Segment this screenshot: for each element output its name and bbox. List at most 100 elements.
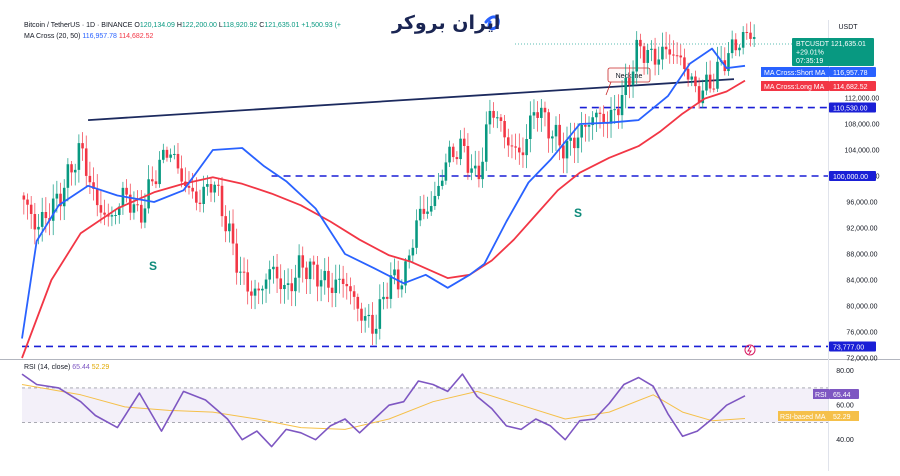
- candle-body: [701, 90, 705, 104]
- level-tag-1-text: 110,530.00: [833, 106, 868, 113]
- rsi-ma-value-tag[interactable]: [829, 411, 859, 421]
- candle-body: [745, 32, 749, 34]
- candle-body: [158, 159, 161, 185]
- level-tag-3[interactable]: [829, 341, 876, 352]
- rsi-name-text: RSI: [815, 392, 827, 399]
- candle-body: [444, 162, 448, 181]
- rsi-ma-line: [21, 384, 746, 430]
- candle-body: [191, 187, 194, 192]
- candle-body: [246, 272, 249, 292]
- candle-body: [620, 95, 624, 116]
- candle-body: [730, 39, 734, 54]
- ma-long-value: 114,682.52: [118, 33, 154, 40]
- candle-body: [473, 165, 477, 169]
- rsi-value-tag[interactable]: [829, 389, 859, 399]
- candle-body: [536, 112, 539, 118]
- candle-body: [734, 39, 738, 51]
- candle-body: [650, 48, 653, 50]
- candle-body: [411, 247, 415, 256]
- y-tick-label: 104,000.00: [844, 148, 879, 155]
- candle-body: [521, 152, 525, 156]
- candle-body: [418, 208, 422, 221]
- open-label: O: [134, 22, 140, 29]
- candle-body: [330, 287, 334, 293]
- candle-body: [554, 124, 558, 137]
- candle-body: [103, 212, 106, 215]
- candle-body: [235, 243, 238, 273]
- rsi-tick-label: 80.00: [836, 368, 854, 375]
- candle-body: [576, 137, 580, 149]
- candle-body: [712, 88, 716, 90]
- candle-body: [595, 112, 598, 118]
- candle-body: [565, 140, 569, 159]
- candle-body: [301, 255, 305, 268]
- candle-body: [415, 220, 418, 248]
- short-ma-name-tag: [761, 67, 829, 77]
- ma-short-line: [21, 47, 746, 339]
- candle-body: [180, 168, 183, 182]
- candle-body: [217, 184, 220, 186]
- candle-body: [341, 278, 345, 284]
- candle-body: [169, 154, 172, 158]
- candle-body: [33, 213, 37, 230]
- low-label: L: [218, 22, 223, 29]
- ma-long-line: [21, 79, 746, 359]
- brand-logo: ایران بروکر: [392, 12, 500, 34]
- candle-body: [125, 187, 128, 195]
- candle-body: [664, 46, 668, 50]
- candle-body: [451, 146, 455, 158]
- low-value: 118,920.92: [222, 22, 258, 29]
- candle-body: [66, 164, 70, 188]
- candle-body: [261, 288, 264, 291]
- candle-body: [220, 185, 224, 217]
- alert-icon[interactable]: [744, 344, 756, 356]
- candle-body: [371, 314, 374, 334]
- candle-body: [440, 180, 444, 186]
- last-price-tag-text: +29.01%: [796, 50, 824, 57]
- candle-body: [319, 280, 323, 287]
- candle-body: [136, 204, 139, 206]
- candle-body: [404, 261, 407, 286]
- rsi-ma-name-text: RSI-based MA: [780, 414, 826, 421]
- candle-body: [173, 153, 176, 155]
- candle-body: [495, 117, 499, 119]
- ma-indicator-label[interactable]: MA Cross (20, 50): [24, 33, 81, 40]
- candle-body: [697, 86, 701, 104]
- candle-body: [400, 285, 404, 290]
- rsi-indicator-label[interactable]: RSI (14, close): [24, 364, 71, 371]
- candle-body: [213, 184, 216, 193]
- candle-body: [573, 137, 576, 149]
- candle-body: [675, 55, 679, 57]
- neckline-trendline[interactable]: [88, 78, 735, 121]
- short-ma-price-tag[interactable]: [829, 67, 876, 77]
- candle-body: [551, 136, 554, 139]
- candle-body: [228, 223, 231, 232]
- candle-body: [529, 115, 532, 139]
- candle-body: [558, 124, 561, 146]
- candle-body: [110, 215, 114, 217]
- last-price-tag[interactable]: [792, 38, 874, 66]
- level-tag-2[interactable]: [829, 171, 876, 181]
- candle-body: [716, 61, 719, 89]
- candle-body: [40, 212, 44, 227]
- candle-body: [356, 296, 360, 309]
- candle-body: [198, 202, 202, 205]
- candle-body: [202, 186, 205, 205]
- candle-body: [727, 53, 730, 72]
- long-ma-price-tag[interactable]: [829, 81, 876, 91]
- candle-body: [569, 137, 572, 141]
- short-ma-name-text: MA Cross:Short MA: [764, 70, 826, 77]
- candle-body: [738, 47, 741, 51]
- level-tag-1[interactable]: [829, 102, 876, 113]
- high-value: 122,200.00: [181, 22, 217, 29]
- candle-body: [84, 148, 88, 176]
- candle-body: [396, 269, 400, 290]
- candle-body: [279, 278, 283, 290]
- candle-body: [613, 109, 616, 111]
- long-ma-name-text: MA Cross:Long MA: [764, 84, 825, 91]
- y-tick-label: 72,000.00: [846, 356, 877, 363]
- rsi-line: [21, 373, 746, 448]
- candle-body: [29, 204, 33, 214]
- symbol-title[interactable]: Bitcoin / TetherUS · 1D · BINANCE: [24, 22, 133, 29]
